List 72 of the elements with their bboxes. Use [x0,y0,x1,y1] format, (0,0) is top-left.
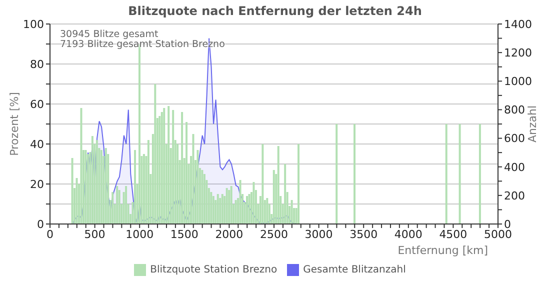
bar [252,182,255,224]
bar [104,148,107,224]
bar [118,190,120,224]
y2-tick-label: 1200 [504,46,532,60]
bar [478,124,481,224]
bar [354,124,356,224]
x-tick-label: 4000 [394,228,422,241]
bar [80,108,82,224]
x-tick-label: 2000 [215,228,244,241]
bar [96,140,98,224]
y-tick-label: 100 [23,18,44,31]
bar [192,134,194,224]
bar [266,198,268,224]
y-tick-label: 0 [37,218,44,231]
x-tick-label: 3000 [304,228,333,241]
x-tick-label: 2500 [260,228,288,241]
y2-axis-title: Anzahl [526,105,539,143]
bar [196,150,199,224]
annotation: 30945 Blitze gesamt [60,29,158,40]
bar [458,124,461,224]
x-tick-label: 3500 [350,228,378,241]
x-tick-label: 1500 [170,228,198,241]
bar [234,200,237,224]
bar [163,108,166,224]
x-axis-title: Entfernung [km] [398,244,488,257]
bar [246,196,248,224]
bar [125,186,128,224]
bar [230,186,232,224]
legend-label: Blitzquote Station Brezno [150,264,278,276]
bar [172,110,174,224]
y2-tick-label: 400 [504,160,525,174]
bar [181,112,184,224]
bar [71,158,74,224]
y2-tick-label: 1000 [504,75,532,88]
bar [112,192,114,224]
legend-label: Gesamte Blitzanzahl [303,264,406,276]
y2-tick-label: 800 [504,104,525,117]
bar [116,186,118,224]
y2-tick-label: 200 [504,189,525,202]
bar [91,136,94,224]
y2-tick-label: 600 [504,132,525,146]
bar [168,106,170,224]
bar [86,154,89,224]
bar [277,146,280,224]
chart-title: Blitzquote nach Entfernung der letzten 24h [127,4,423,18]
bar [239,180,242,224]
bar [272,170,275,224]
bar [176,144,179,224]
bar [147,140,150,224]
y-tick-label: 20 [30,178,44,191]
bar [336,124,338,224]
bar [284,164,286,224]
bar [142,154,145,224]
bar [445,124,448,224]
bar [84,150,87,224]
y-axis-title: Prozent [%] [8,92,21,156]
bar [248,194,250,224]
x-tick-label: 500 [84,228,106,241]
bar [290,200,293,224]
bar [134,150,136,224]
x-tick-label: 1000 [126,228,154,241]
bar [298,144,300,224]
bar [186,122,188,224]
y-tick-label: 60 [30,98,44,111]
bar [262,144,264,224]
x-tick-label: 4500 [439,228,468,241]
y-tick-label: 40 [30,138,44,151]
bar [154,84,156,224]
y-tick-label: 80 [30,58,44,71]
x-tick-label: 0 [46,228,54,241]
y2-tick-label: 1400 [504,18,532,31]
bar [76,178,78,224]
